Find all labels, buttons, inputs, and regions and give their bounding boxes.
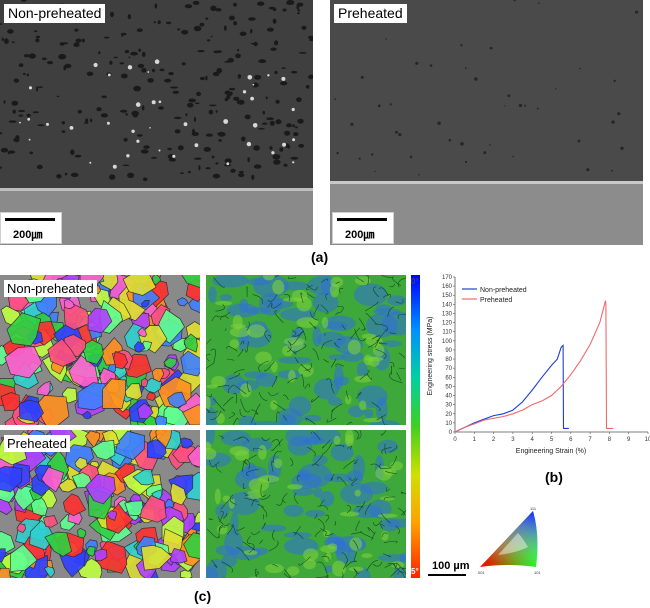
x-tick-label: 6 [569,437,573,443]
x-tick-label: 5 [550,437,554,443]
scale-bar-box: 200㎛ [332,212,394,244]
caption-b: (b) [545,469,563,485]
y-tick-label: 150 [442,293,453,299]
panel-label: Preheated [4,435,70,452]
y-tick-label: 10 [445,421,452,427]
triangle-label-111: 111 [530,506,537,511]
y-tick-label: 100 [442,339,453,345]
y-tick-label: 120 [442,321,453,327]
panel-label: Non-preheated [4,280,97,297]
y-tick-label: 80 [445,357,452,363]
x-tick-label: 1 [473,437,477,443]
panel-label: Non-preheated [4,4,106,23]
kam-texture [206,275,406,425]
series-line-preheated [454,300,614,433]
x-tick-label: 8 [608,437,612,443]
interface-line [0,188,313,191]
triangle-label-101: 101 [534,570,541,575]
scale-bar-label: 200㎛ [13,229,43,241]
x-tick-label: 4 [531,437,535,443]
ipf-color-triangle: 111 001 101 [478,506,541,575]
scale-bar [337,218,387,221]
panel-label: Preheated [334,4,407,23]
sem-image-non-preheated: Non-preheated 200㎛ [0,0,313,245]
y-tick-label: 0 [449,430,453,436]
x-tick-label: 9 [627,437,631,443]
series-line-non-preheated [454,344,569,433]
y-tick-label: 50 [445,384,452,390]
y-tick-label: 110 [442,330,452,336]
legend-label-non-preheated: Non-preheated [480,287,527,294]
triangle-label-001: 001 [478,570,485,575]
y-tick-label: 160 [442,284,453,290]
interface-line [330,181,643,184]
y-tick-label: 30 [445,403,452,409]
y-tick-label: 70 [445,366,452,372]
colorbar-min-label: 5° [411,567,419,576]
x-tick-label: 0 [453,437,457,443]
y-tick-label: 130 [442,311,453,317]
ipf-map-non-preheated: Non-preheated [0,275,200,425]
caption-c: (c) [194,588,212,604]
misorientation-colorbar [411,275,420,578]
caption-a: (a) [311,249,329,265]
colorbar-max-label: 0° [411,277,419,286]
x-axis-label: Engineering Strain (%) [516,448,586,455]
x-tick-label: 7 [588,437,592,443]
y-tick-label: 20 [445,412,452,418]
ipf-grains [0,430,200,578]
scale-bar [5,218,55,221]
y-tick-label: 40 [445,394,452,400]
y-tick-label: 60 [445,375,452,381]
kam-texture [206,430,406,578]
sem-image-preheated: Preheated 200㎛ [330,0,643,245]
legend: Non-preheated Preheated [462,287,527,304]
x-tick-label: 3 [511,437,515,443]
scale-bar-box: 200㎛ [0,212,62,244]
y-tick-label: 140 [442,302,453,308]
ipf-grains [0,275,200,425]
kam-map-non-preheated [206,275,406,425]
x-tick-label: 10 [645,437,650,443]
y-tick-label: 90 [445,348,452,354]
ebsd-scale-bar [428,574,466,576]
scale-bar-label: 200㎛ [345,229,375,241]
ipf-map-preheated: Preheated [0,430,200,578]
x-tick-label: 2 [492,437,496,443]
kam-map-preheated [206,430,406,578]
ebsd-scale-label: 100 µm [432,560,470,572]
y-tick-label: 170 [442,275,453,281]
stress-strain-chart: 0 1 2 3 4 5 6 7 8 9 10 0 10 20 30 40 50 60 70 80 90 100 110 12… [427,275,650,455]
y-axis-label: Engineering stress (MPa) [427,317,434,396]
legend-label-preheated: Preheated [480,297,512,304]
